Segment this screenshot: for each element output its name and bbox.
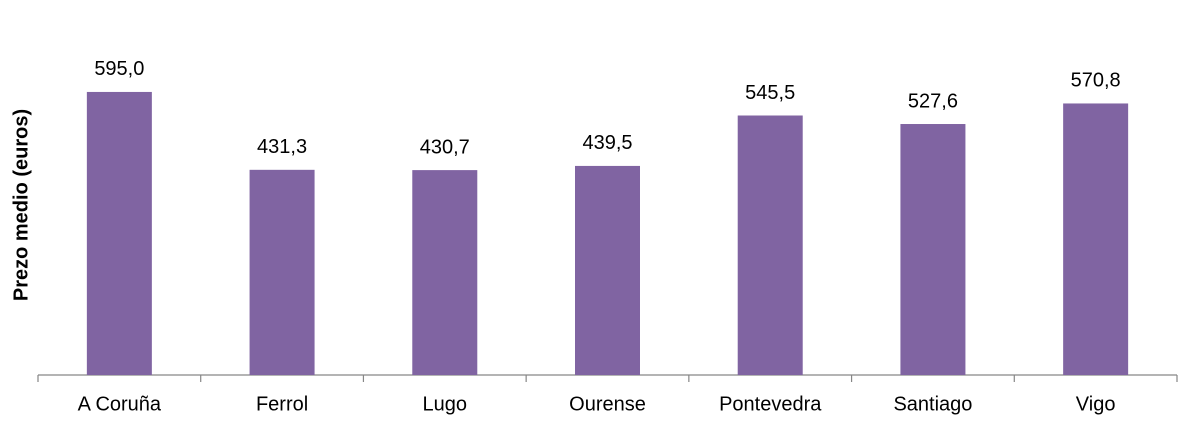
x-tick-label: Lugo [423,393,468,415]
x-tick-label: Santiago [893,393,972,415]
y-axis-title: Prezo medio (euros) [10,109,32,301]
x-tick-label: Pontevedra [719,393,822,415]
value-label: 595,0 [94,58,144,80]
bar [249,169,315,375]
value-label: 430,7 [420,136,470,158]
x-tick-label: Ferrol [256,393,308,415]
x-tick-label: Ourense [569,393,646,415]
x-tick-label: A Coruña [78,393,162,415]
value-label: 439,5 [582,132,632,154]
bar [900,124,966,375]
value-label: 545,5 [745,82,795,104]
value-label: 570,8 [1071,70,1121,92]
bar [737,115,803,375]
bar [412,170,478,375]
value-label: 431,3 [257,136,307,158]
value-label: 527,6 [908,90,958,112]
bar [86,91,152,375]
bar [575,165,640,375]
x-tick-label: Vigo [1076,393,1116,415]
bar [1063,103,1129,376]
